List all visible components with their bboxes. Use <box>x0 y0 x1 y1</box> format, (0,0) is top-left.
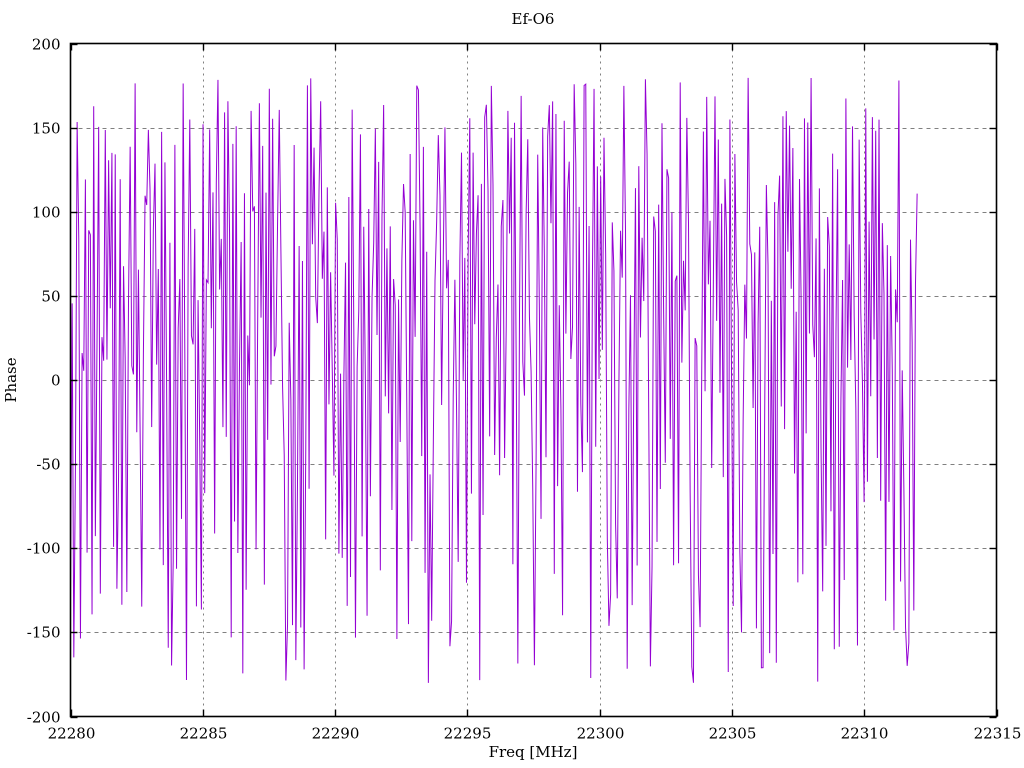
y-tick-label: -100 <box>27 540 61 558</box>
data-series-group <box>70 77 918 683</box>
x-tick-label: 22290 <box>312 725 360 743</box>
y-tick-label: 50 <box>41 288 60 306</box>
y-tick-labels: -200 -150 -100 -50 0 50 100 150 200 <box>27 36 61 727</box>
y-tick-label: 100 <box>32 204 61 222</box>
x-tick-label: 22315 <box>974 725 1022 743</box>
y-tick-label: 0 <box>51 372 61 390</box>
y-tick-label: -50 <box>36 456 60 474</box>
x-tick-labels: 22280 22285 22290 22295 22300 22305 22310 22315 <box>48 725 1022 743</box>
x-tick-label: 22305 <box>709 725 757 743</box>
y-axis-label: Phase <box>2 357 20 402</box>
phase-series-line <box>70 77 918 683</box>
y-tick-label: 150 <box>32 120 61 138</box>
tick-marks <box>70 43 999 719</box>
x-tick-label: 22295 <box>444 725 492 743</box>
x-axis-label: Freq [MHz] <box>489 743 578 761</box>
plot-title: Ef-O6 <box>512 10 555 28</box>
x-tick-label: 22280 <box>48 725 96 743</box>
y-tick-label: 200 <box>32 36 61 54</box>
x-tick-label: 22310 <box>841 725 889 743</box>
y-tick-label: -150 <box>27 624 61 642</box>
x-tick-label: 22285 <box>180 725 228 743</box>
y-tick-label: -200 <box>27 709 61 727</box>
x-tick-label: 22300 <box>577 725 625 743</box>
